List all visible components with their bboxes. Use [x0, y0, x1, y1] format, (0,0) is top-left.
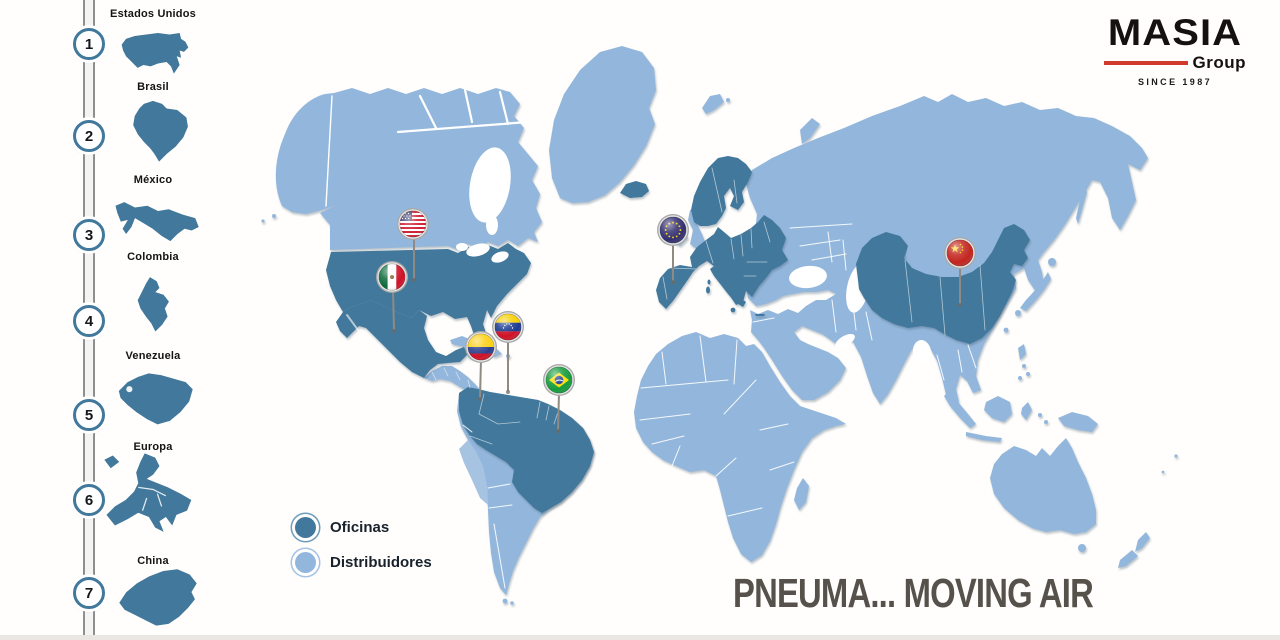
new-guinea	[1058, 412, 1098, 432]
legend-distributor-label: Distribuidores	[330, 554, 432, 571]
tagline-text: PNEUMA... MOVING AIR	[733, 570, 1094, 616]
china-silhouette-icon	[119, 569, 197, 626]
australia	[990, 438, 1096, 534]
country-borders	[346, 167, 986, 589]
honshu	[1020, 272, 1051, 311]
sidebar-label-europa: Europa	[133, 441, 173, 453]
step-number-4: 4	[73, 305, 105, 337]
italy	[710, 266, 746, 307]
sidebar-label-colombia: Colombia	[127, 251, 179, 263]
logo-title: MASIA	[1107, 12, 1243, 53]
hokkaido	[1048, 258, 1056, 266]
bottom-edge-bar	[0, 635, 1280, 640]
madagascar	[794, 478, 809, 510]
step-number-7: 7	[73, 577, 105, 609]
logo-since-text: SINCE 1987	[1137, 77, 1213, 87]
office-legend-dot-icon	[295, 517, 316, 538]
sidebar-label-estados-unidos: Estados Unidos	[110, 8, 196, 20]
iceland	[620, 181, 649, 198]
mexico-flag-pin	[376, 261, 408, 333]
bay-of-bengal	[912, 340, 932, 364]
sidebar-label-china: China	[137, 555, 169, 567]
europe-silhouette-icon	[104, 453, 192, 532]
office-landmass-layer	[326, 156, 1030, 513]
java	[966, 432, 1002, 442]
logo-subtitle: Group	[1192, 53, 1246, 72]
new-zealand-north	[1135, 532, 1150, 552]
alaska	[275, 93, 334, 214]
step-number-6: 6	[73, 484, 105, 516]
step-number-5: 5	[73, 399, 105, 431]
masia-group-logo: MASIA Group SINCE 1987	[1104, 14, 1246, 87]
brazil-venezuela-colombia	[459, 387, 594, 513]
tasmania	[1078, 544, 1086, 552]
sidebar-label-venezuela: Venezuela	[125, 350, 181, 362]
black-sea	[789, 265, 827, 289]
sidebar-label-mexico: México	[133, 174, 173, 186]
colombia-silhouette-icon	[137, 277, 169, 332]
united-states	[326, 243, 531, 343]
scandinavia	[691, 156, 752, 226]
svalbard	[702, 94, 724, 114]
legend-office-label: Oficinas	[330, 519, 390, 536]
borneo	[984, 396, 1012, 422]
brazil-flag-pin	[543, 364, 575, 433]
china-flag-pin	[944, 237, 976, 307]
venezuela-flag-pin	[492, 311, 524, 394]
united-kingdom	[688, 210, 706, 250]
sakhalin	[1076, 186, 1087, 224]
distributor-legend-dot-icon	[295, 552, 316, 573]
great-lakes	[456, 243, 509, 263]
sulawesi	[1021, 402, 1032, 420]
mexico-silhouette-icon	[115, 202, 199, 242]
venezuela-silhouette-icon	[118, 373, 193, 425]
persian-gulf	[835, 334, 855, 348]
legend-item-distribuidores: Distribuidores	[295, 552, 432, 573]
luzon	[1018, 344, 1026, 360]
taiwan	[1003, 327, 1009, 333]
hudson-bay	[469, 147, 511, 223]
colombia-flag-pin	[465, 331, 497, 401]
continental-europe	[656, 215, 788, 309]
peru	[459, 440, 488, 505]
greenland	[549, 46, 656, 203]
usa-silhouette-icon	[121, 33, 189, 74]
sidebar-label-brasil: Brasil	[137, 81, 169, 93]
legend-item-oficinas: Oficinas	[295, 517, 389, 538]
brazil-silhouette-icon	[133, 100, 188, 162]
africa	[634, 332, 846, 562]
new-zealand-south	[1118, 550, 1138, 568]
step-number-2: 2	[73, 120, 105, 152]
sumatra	[944, 392, 976, 428]
novaya-zemlya	[800, 118, 820, 144]
step-number-1: 1	[73, 28, 105, 60]
logo-red-underline	[1104, 61, 1188, 65]
step-number-3: 3	[73, 219, 105, 251]
flag-pins	[376, 208, 976, 433]
china	[856, 224, 1030, 344]
usa-flag-pin	[397, 208, 429, 282]
european-union-flag-pin	[657, 214, 689, 284]
mexico	[336, 300, 468, 378]
